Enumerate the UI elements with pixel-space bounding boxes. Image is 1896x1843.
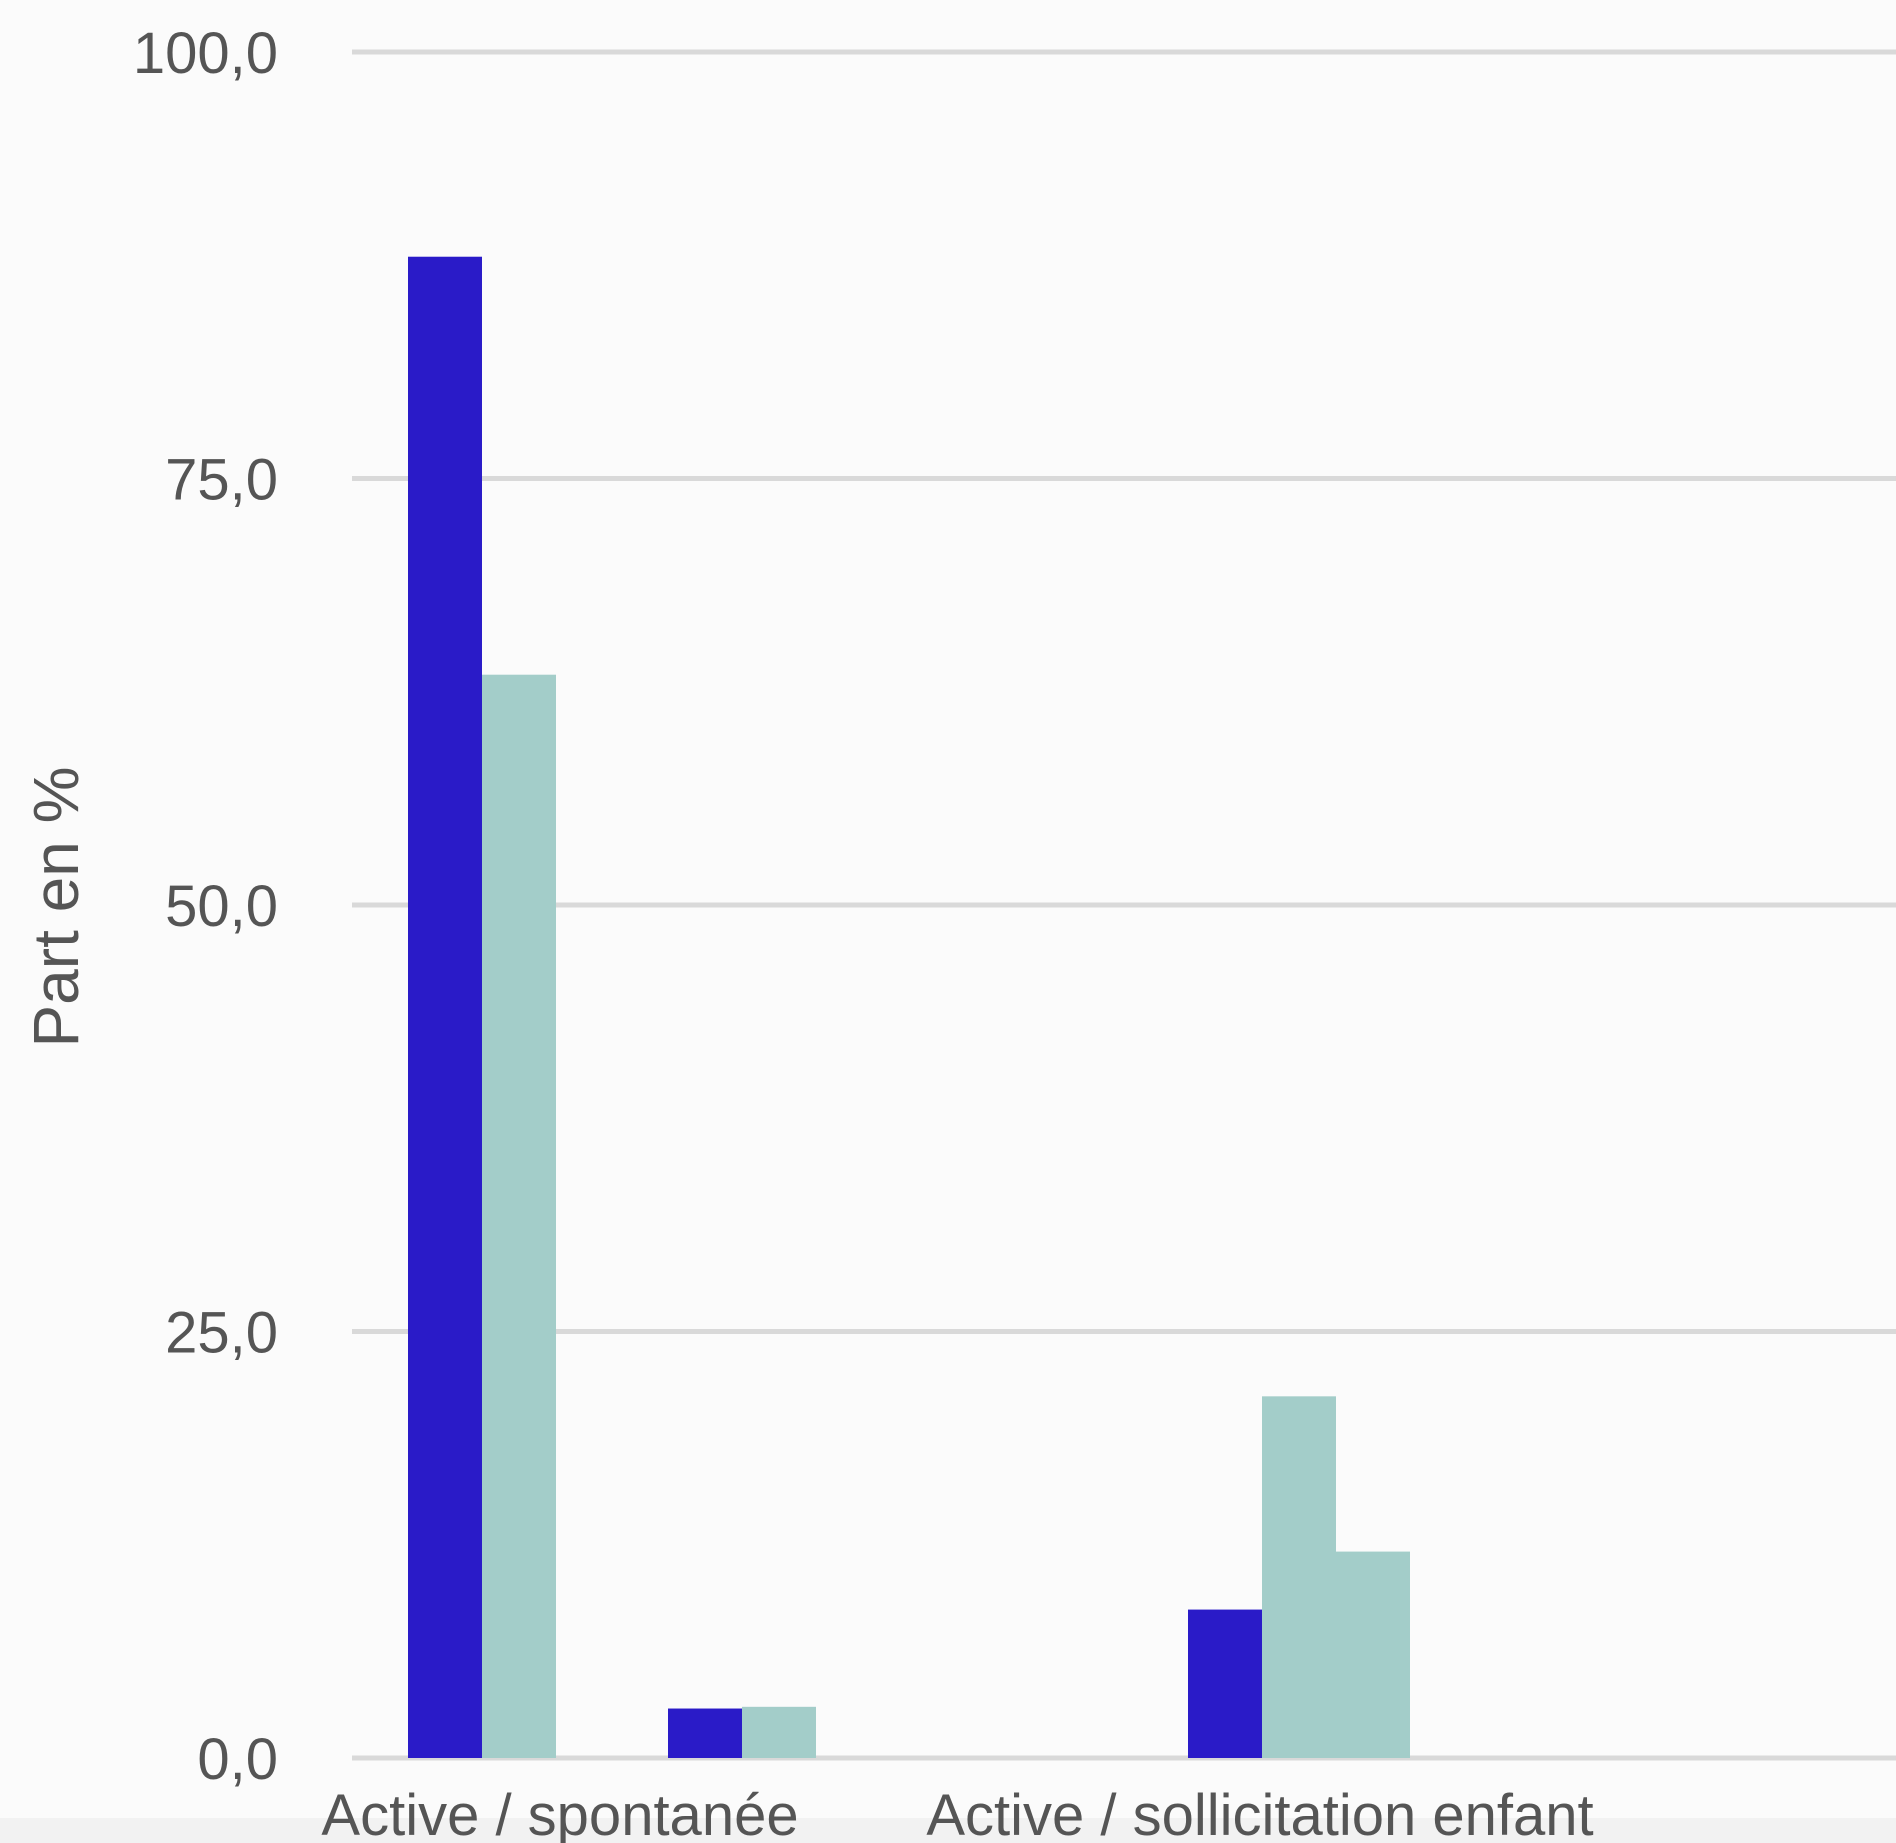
grid-layer: [352, 49, 1896, 1761]
y-tick-label: 100,0: [133, 21, 278, 86]
bar: [1262, 1396, 1336, 1758]
bar-layer: [408, 256, 1410, 1759]
y-tick-label: 0,0: [197, 1727, 278, 1792]
y-tick-labels: 0,0 25,0 50,0 75,0 100,0: [133, 21, 278, 1792]
category-labels: Active / spontanée Active / sollicitation…: [321, 1783, 1593, 1843]
bar: [668, 1708, 742, 1758]
bar: [742, 1706, 816, 1758]
y-tick-label: 50,0: [165, 874, 278, 939]
bar: [1188, 1609, 1262, 1758]
bar: [482, 674, 556, 1759]
bottom-band: [0, 1818, 1896, 1843]
bar: [408, 256, 482, 1759]
y-axis-title: Part en %: [20, 766, 92, 1047]
category-label: Active / sollicitation enfant: [926, 1783, 1593, 1843]
y-tick-label: 75,0: [165, 448, 278, 513]
y-tick-label: 25,0: [165, 1301, 278, 1366]
category-label: Active / spontanée: [321, 1783, 798, 1843]
bar: [1336, 1551, 1410, 1758]
